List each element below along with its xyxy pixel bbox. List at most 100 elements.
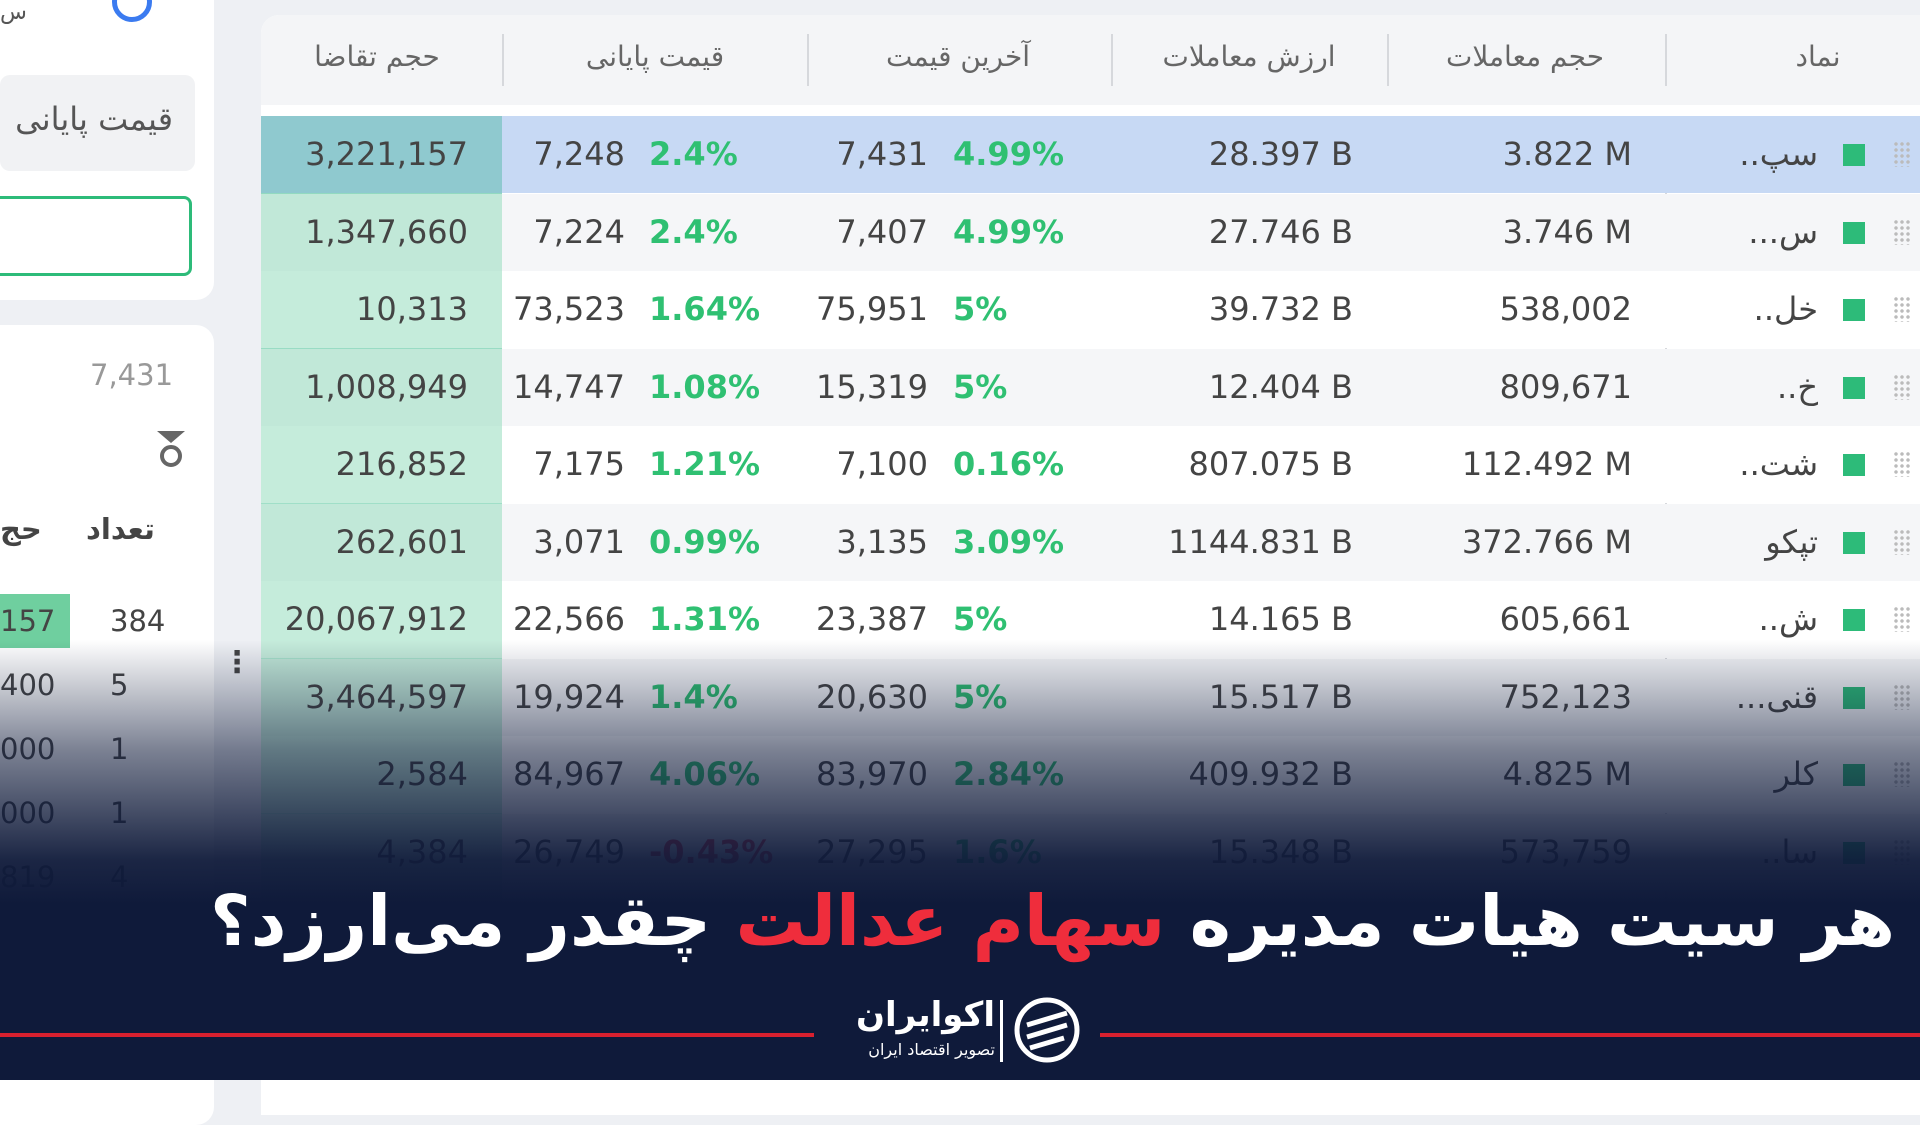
row-grip xyxy=(1893,218,1911,245)
cell-value: 3,135 xyxy=(836,522,928,561)
cell-value: 3.746 M xyxy=(1502,212,1632,251)
cell-value: 7,248 xyxy=(533,135,625,173)
cell-value: 12.404 B xyxy=(1208,367,1353,406)
cell-value: 262,601 xyxy=(335,522,468,561)
banner-text: هر سیت هیات مدیره xyxy=(1189,880,1895,962)
sidebar-fragment: س xyxy=(0,0,27,25)
change-percent: 1.21% xyxy=(649,445,761,483)
row-grip xyxy=(1893,296,1911,322)
column-header: نماد xyxy=(1795,40,1841,73)
logo-tagline: تصویر اقتصاد ایران xyxy=(868,1040,995,1059)
status-square xyxy=(1843,454,1865,476)
status-square xyxy=(1843,609,1865,631)
change-percent: 1.08% xyxy=(649,367,761,406)
table-row[interactable] xyxy=(261,116,1920,193)
symbol: شت.. xyxy=(1739,445,1818,483)
red-line xyxy=(1100,1033,1920,1037)
cell-value: 7,100 xyxy=(836,445,928,483)
cell-value: 605,661 xyxy=(1499,600,1632,638)
logo-divider xyxy=(1000,1000,1003,1062)
cell-value: 3,071 xyxy=(533,522,625,561)
divider xyxy=(1665,34,1667,86)
change-percent: 3.09% xyxy=(953,522,1065,561)
demand-cell-bg xyxy=(261,271,502,348)
cell-value: 10,313 xyxy=(356,290,468,328)
symbol: تپکو xyxy=(1765,522,1818,561)
demand-cell-bg xyxy=(261,348,502,426)
table-row[interactable] xyxy=(261,426,1920,503)
status-square xyxy=(1843,376,1865,399)
demand-cell-bg xyxy=(261,116,502,193)
overlay xyxy=(0,640,1920,1080)
change-percent: 4.99% xyxy=(953,212,1065,251)
symbol: خ.. xyxy=(1777,367,1818,406)
field-label: قیمت پایانی xyxy=(15,100,173,138)
row-grip xyxy=(1893,141,1911,167)
table-row[interactable] xyxy=(261,271,1920,348)
change-percent: 1.31% xyxy=(649,600,761,638)
cell-value: 538,002 xyxy=(1499,290,1632,328)
change-percent: 5% xyxy=(953,600,1008,638)
input[interactable] xyxy=(0,196,192,276)
change-percent: 0.99% xyxy=(649,522,761,561)
sidebar-cell: 384 xyxy=(110,604,166,638)
column-header: آخرین قیمت xyxy=(885,40,1031,73)
change-percent: 4.99% xyxy=(953,135,1065,173)
sidebar-price: 7,431 xyxy=(90,358,174,392)
red-line xyxy=(0,1033,814,1037)
sidebar-header: حج xyxy=(0,512,42,546)
column-header: حجم معاملات xyxy=(1445,40,1605,73)
column-header: حجم تقاضا xyxy=(314,40,440,73)
cell-value: 372.766 M xyxy=(1461,522,1632,561)
cell-value: 1,347,660 xyxy=(305,212,468,251)
row-grip xyxy=(1893,373,1911,400)
logo-icon xyxy=(1014,997,1080,1063)
change-percent: 5% xyxy=(953,367,1008,406)
row-grip xyxy=(1893,528,1911,555)
symbol: س... xyxy=(1748,212,1818,251)
demand-cell-bg xyxy=(261,193,502,271)
change-percent: 2.4% xyxy=(649,212,738,251)
banner-highlight: سهام عدالت xyxy=(735,880,1166,962)
status-square xyxy=(1843,531,1865,554)
divider xyxy=(502,34,504,86)
table-row[interactable] xyxy=(261,503,1920,581)
cell-value: 39.732 B xyxy=(1208,290,1353,328)
status-square xyxy=(1843,299,1865,321)
status-square xyxy=(1843,144,1865,166)
field xyxy=(0,75,195,171)
cell-value: 216,852 xyxy=(335,445,468,483)
cell-value: 14.165 B xyxy=(1208,600,1353,638)
table-header xyxy=(261,15,1920,105)
divider xyxy=(807,34,809,86)
divider xyxy=(1387,34,1389,86)
cell-value: 7,431 xyxy=(836,135,928,173)
change-percent: 0.16% xyxy=(953,445,1065,483)
cell-value: 23,387 xyxy=(816,600,928,638)
change-percent: 1.64% xyxy=(649,290,761,328)
demand-cell-bg xyxy=(261,503,502,581)
cell-value: 1,008,949 xyxy=(305,367,468,406)
table-row[interactable] xyxy=(261,348,1920,426)
cell-value: 112.492 M xyxy=(1461,445,1632,483)
cell-value: 3.822 M xyxy=(1502,135,1632,173)
cell-value: 7,407 xyxy=(836,212,928,251)
filter-icon xyxy=(157,431,185,467)
symbol: خل.. xyxy=(1753,290,1818,328)
sidebar-highlight xyxy=(0,594,70,648)
change-percent: 2.4% xyxy=(649,135,738,173)
table-row[interactable] xyxy=(261,193,1920,271)
column-header: قیمت پایانی xyxy=(585,40,725,73)
symbol: سپ.. xyxy=(1739,135,1818,173)
cell-value: 73,523 xyxy=(513,290,625,328)
cell-value: 28.397 B xyxy=(1208,135,1353,173)
change-percent: 5% xyxy=(953,290,1008,328)
cell-value: 20,067,912 xyxy=(284,600,468,638)
row-grip xyxy=(1893,451,1911,477)
divider xyxy=(1111,34,1113,86)
demand-cell-bg xyxy=(261,426,502,503)
cell-value: 15,319 xyxy=(816,367,928,406)
cell-value: 3,221,157 xyxy=(305,135,468,173)
cell-value: 75,951 xyxy=(816,290,928,328)
